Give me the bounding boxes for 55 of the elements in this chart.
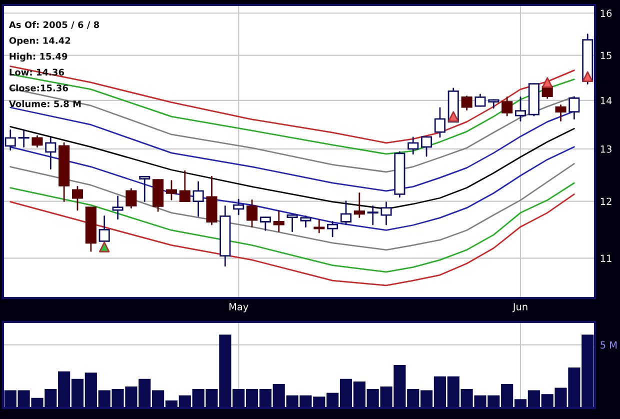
candlestick — [18, 130, 30, 148]
point — [542, 77, 553, 88]
candlestick — [166, 180, 177, 200]
annotation: Open: 14.42 — [9, 37, 70, 46]
candlestick — [246, 199, 258, 228]
candlestick — [367, 205, 378, 226]
candlestick — [434, 107, 446, 138]
candlestick — [286, 214, 298, 232]
line-series — [10, 66, 575, 144]
y-tick-label: 13 — [600, 145, 612, 153]
candlestick — [354, 192, 365, 218]
point — [582, 71, 593, 82]
line-series — [10, 162, 575, 251]
annotation: High: 15.49 — [10, 52, 68, 62]
y-tick-label: 11 — [600, 254, 612, 262]
candlestick — [273, 210, 284, 232]
annotation: Volume: 5.8 M — [8, 100, 81, 108]
candlestick — [260, 216, 271, 231]
candlestick — [233, 198, 244, 216]
y-tick-label: 15 — [600, 52, 612, 60]
candlestick — [568, 96, 580, 120]
x-tick-label: May — [229, 303, 248, 312]
candlestick — [192, 181, 204, 217]
candlestick — [45, 137, 56, 170]
y-tick-label: 12 — [600, 198, 612, 205]
candlestick — [314, 219, 325, 234]
candlestick — [72, 186, 84, 211]
candlestick — [98, 215, 110, 242]
candlestick — [461, 96, 472, 111]
candlestick — [139, 176, 150, 202]
candlestick — [300, 215, 312, 228]
candlestick — [555, 104, 566, 122]
candlestick — [112, 196, 124, 220]
y-tick-label: 16 — [600, 10, 612, 17]
annotation: As Of: 2005 / 6 / 8 — [8, 21, 100, 29]
point — [99, 242, 110, 252]
candlestick — [126, 188, 137, 209]
candlestick — [421, 136, 432, 157]
candlestick — [502, 96, 513, 116]
y-tick-label: 5 M — [600, 341, 617, 349]
line-series — [10, 194, 575, 286]
candlestick — [514, 96, 526, 122]
candlestick — [408, 136, 419, 155]
candlestick — [327, 221, 338, 238]
x-tick-label: Jun — [512, 303, 528, 312]
candlestick — [32, 135, 43, 148]
candlestick — [380, 202, 392, 226]
line-series — [10, 182, 575, 273]
candlestick — [474, 94, 486, 107]
annotation: Close:15.36 — [9, 84, 68, 92]
point — [448, 111, 459, 122]
y-tick-label: 14 — [600, 97, 612, 104]
candlestick — [340, 200, 352, 226]
candlestick — [179, 170, 190, 202]
annotation: Low: 14.36 — [10, 68, 64, 76]
